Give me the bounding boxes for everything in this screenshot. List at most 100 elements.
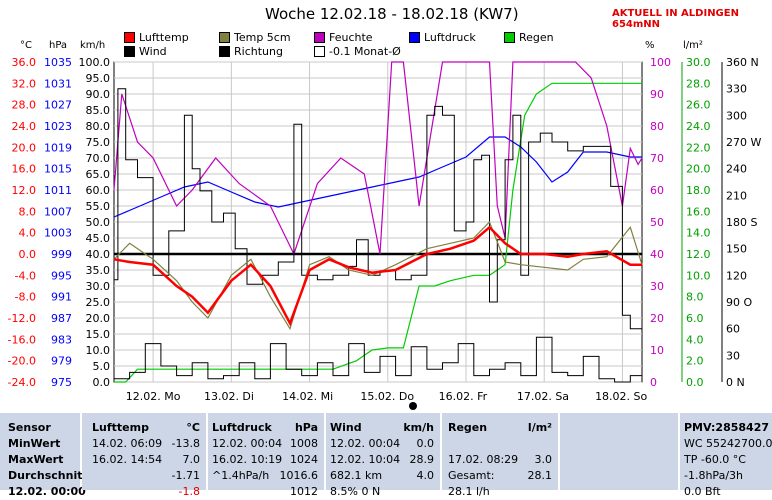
rain-axis-tick: 6.0: [686, 312, 704, 325]
legend-label: Temp 5cm: [234, 31, 291, 44]
humidity-axis-tick: 70: [650, 152, 664, 165]
rain-axis-tick: 30.0: [686, 56, 711, 69]
wind-axis-tick: 15.0: [86, 328, 111, 341]
wind-axis-tick: 40.0: [86, 248, 111, 261]
wind-axis-tick: 45.0: [86, 232, 111, 245]
pressure-axis-tick: 1035: [44, 56, 72, 69]
temp-axis-tick: 24.0: [12, 120, 37, 133]
humidity-axis-tick: 100: [650, 56, 671, 69]
stats-col-luftdruck: Luftdruck hPa 12.02. 00:04 1008 16.02. 10:…: [208, 413, 326, 498]
stats-unit: °C: [186, 421, 200, 434]
temp-axis-tick: -24.0: [8, 376, 36, 389]
direction-axis-tick: 30: [726, 349, 740, 362]
pressure-axis-tick: 999: [51, 248, 72, 261]
stats-unit: km/h: [403, 421, 434, 434]
stats-time: 12.02. 00:04: [330, 437, 401, 450]
stats-row-label: Durchschnitt: [8, 469, 88, 482]
legend-feuchte: Feuchte: [314, 31, 373, 44]
legend-swatch-icon: [409, 32, 420, 43]
humidity-axis-tick: 10: [650, 344, 664, 357]
rain-axis-tick: 18.0: [686, 184, 711, 197]
wind-axis-tick: 0.0: [93, 376, 111, 389]
rain-axis-tick: 0.0: [686, 376, 704, 389]
stats-time: Gesamt:: [448, 469, 495, 482]
pressure-axis-tick: 1003: [44, 227, 72, 240]
humidity-axis-tick: 80: [650, 120, 664, 133]
stats-value: WC 55242700.0: [684, 437, 772, 450]
stats-panel: Sensor MinWert MaxWert Durchschnitt 12.0…: [0, 413, 772, 498]
legend-regen: Regen: [504, 31, 554, 44]
pressure-axis-tick: 1027: [44, 99, 72, 112]
x-tick-label: 15.02. Do: [360, 390, 414, 403]
rain-axis-tick: 24.0: [686, 120, 711, 133]
legend-richtung: Richtung: [219, 45, 283, 58]
stats-header: Luftdruck: [212, 421, 272, 434]
legend-swatch-icon: [124, 32, 135, 43]
legend-label: Lufttemp: [139, 31, 189, 44]
legend-swatch-icon: [314, 32, 325, 43]
wind-axis-tick: 75.0: [86, 136, 111, 149]
x-tick-label: 16.02. Fr: [439, 390, 488, 403]
wind-axis-tick: 65.0: [86, 168, 111, 181]
pressure-axis-tick: 1011: [44, 184, 72, 197]
legend-label: Feuchte: [329, 31, 373, 44]
legend-label: -0.1 Monat-Ø: [329, 45, 401, 58]
x-tick-label: 18.02. So: [595, 390, 647, 403]
wind-axis-tick: 20.0: [86, 312, 111, 325]
stats-value: 1008: [290, 437, 318, 450]
legend-luftdruck: Luftdruck: [409, 31, 476, 44]
station-label: AKTUELL IN ALDINGEN 654mNN: [612, 8, 739, 30]
wind-axis-tick: 50.0: [86, 216, 111, 229]
stats-time: ^1.4hPa/h: [212, 469, 270, 482]
humidity-axis-tick: 40: [650, 248, 664, 261]
legend-swatch-icon: [219, 32, 230, 43]
temp-axis-tick: 32.0: [12, 77, 37, 90]
series-line-lufttemp: [113, 225, 642, 327]
legend-label: Wind: [139, 45, 167, 58]
wind-axis-tick: 70.0: [86, 152, 111, 165]
rain-axis-tick: 14.0: [686, 227, 711, 240]
rain-axis-tick: 20.0: [686, 163, 711, 176]
stats-header: PMV:2858427: [684, 421, 770, 434]
stats-value: -13.8: [171, 437, 200, 450]
series-line-feuchte: [113, 61, 643, 256]
pressure-axis-tick: 1007: [44, 205, 72, 218]
stats-time: 682.1 km: [330, 469, 383, 482]
rain-axis-tick: 12.0: [686, 248, 711, 261]
legend-label: Luftdruck: [424, 31, 476, 44]
stats-time: 28.1 l/h: [448, 485, 490, 498]
temp-axis-tick: 28.0: [12, 99, 37, 112]
stats-value: 3.0: [534, 453, 553, 466]
x-tick-label: 17.02. Sa: [517, 390, 569, 403]
stats-time: 8.5% 0 N: [330, 485, 381, 498]
legend-label: Richtung: [234, 45, 283, 58]
x-tick-label: 14.02. Mi: [282, 390, 333, 403]
unit-kmh: km/h: [80, 40, 106, 51]
stats-value: 4.0: [416, 469, 435, 482]
stats-value: 0.0 Bft: [684, 485, 721, 498]
stats-header: Regen: [448, 421, 488, 434]
temp-axis-tick: -12.0: [8, 312, 36, 325]
temp-axis-tick: 36.0: [12, 56, 37, 69]
legend-swatch-icon: [314, 46, 325, 57]
temp-axis-tick: 8.0: [19, 205, 37, 218]
humidity-axis-tick: 0: [650, 376, 657, 389]
rain-axis-tick: 16.0: [686, 205, 711, 218]
stats-value: 1012: [290, 485, 318, 498]
legend-monthly-avg: -0.1 Monat-Ø: [314, 45, 401, 58]
wind-axis-tick: 35.0: [86, 264, 111, 277]
humidity-axis-tick: 20: [650, 312, 664, 325]
stats-value: 28.9: [409, 453, 435, 466]
wind-axis-tick: 95.0: [86, 72, 111, 85]
pressure-axis-tick: 991: [51, 291, 72, 304]
temp-axis-tick: 12.0: [12, 184, 37, 197]
pressure-axis-tick: 983: [51, 333, 72, 346]
wind-axis-tick: 100.0: [79, 56, 111, 69]
unit-hpa: hPa: [49, 40, 68, 51]
stats-col-sensor: Sensor MinWert MaxWert Durchschnitt 12.0…: [0, 413, 88, 498]
unit-celsius: °C: [20, 40, 32, 51]
direction-axis-tick: 60: [726, 323, 740, 336]
stats-header: Wind: [330, 421, 362, 434]
stats-time: 12.02. 10:04: [330, 453, 401, 466]
weather-chart: 12.02. Mo 13.02. Di 14.02. Mi 15.02. Do 16.0…: [8, 56, 761, 410]
